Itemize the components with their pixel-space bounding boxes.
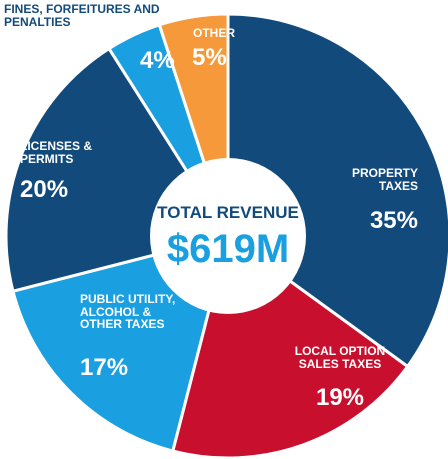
value-label: 35% (369, 207, 418, 234)
category-label: FINES, FORFEITURES AND PENALTIES (4, 2, 160, 29)
category-label: OTHER (193, 26, 235, 40)
value-label: 19% (315, 384, 365, 411)
value-label: 17% (80, 354, 129, 381)
slice (226, 12, 448, 369)
value-label: 5% (192, 44, 227, 71)
category-label: PROPERTY TAXES (351, 166, 418, 193)
category-label: LOCAL OPTION SALES TAXES (294, 344, 386, 371)
value-label: 4% (140, 47, 175, 74)
center-title: TOTAL REVENUE (157, 203, 299, 222)
donut-hole (150, 158, 306, 314)
category-label: PUBLIC UTILITY, ALCOHOL & OTHER TAXES (80, 292, 176, 332)
category-label: LICENSES & PERMITS (20, 139, 93, 166)
center-value: $619M (167, 227, 289, 271)
value-label: 20% (20, 176, 69, 203)
